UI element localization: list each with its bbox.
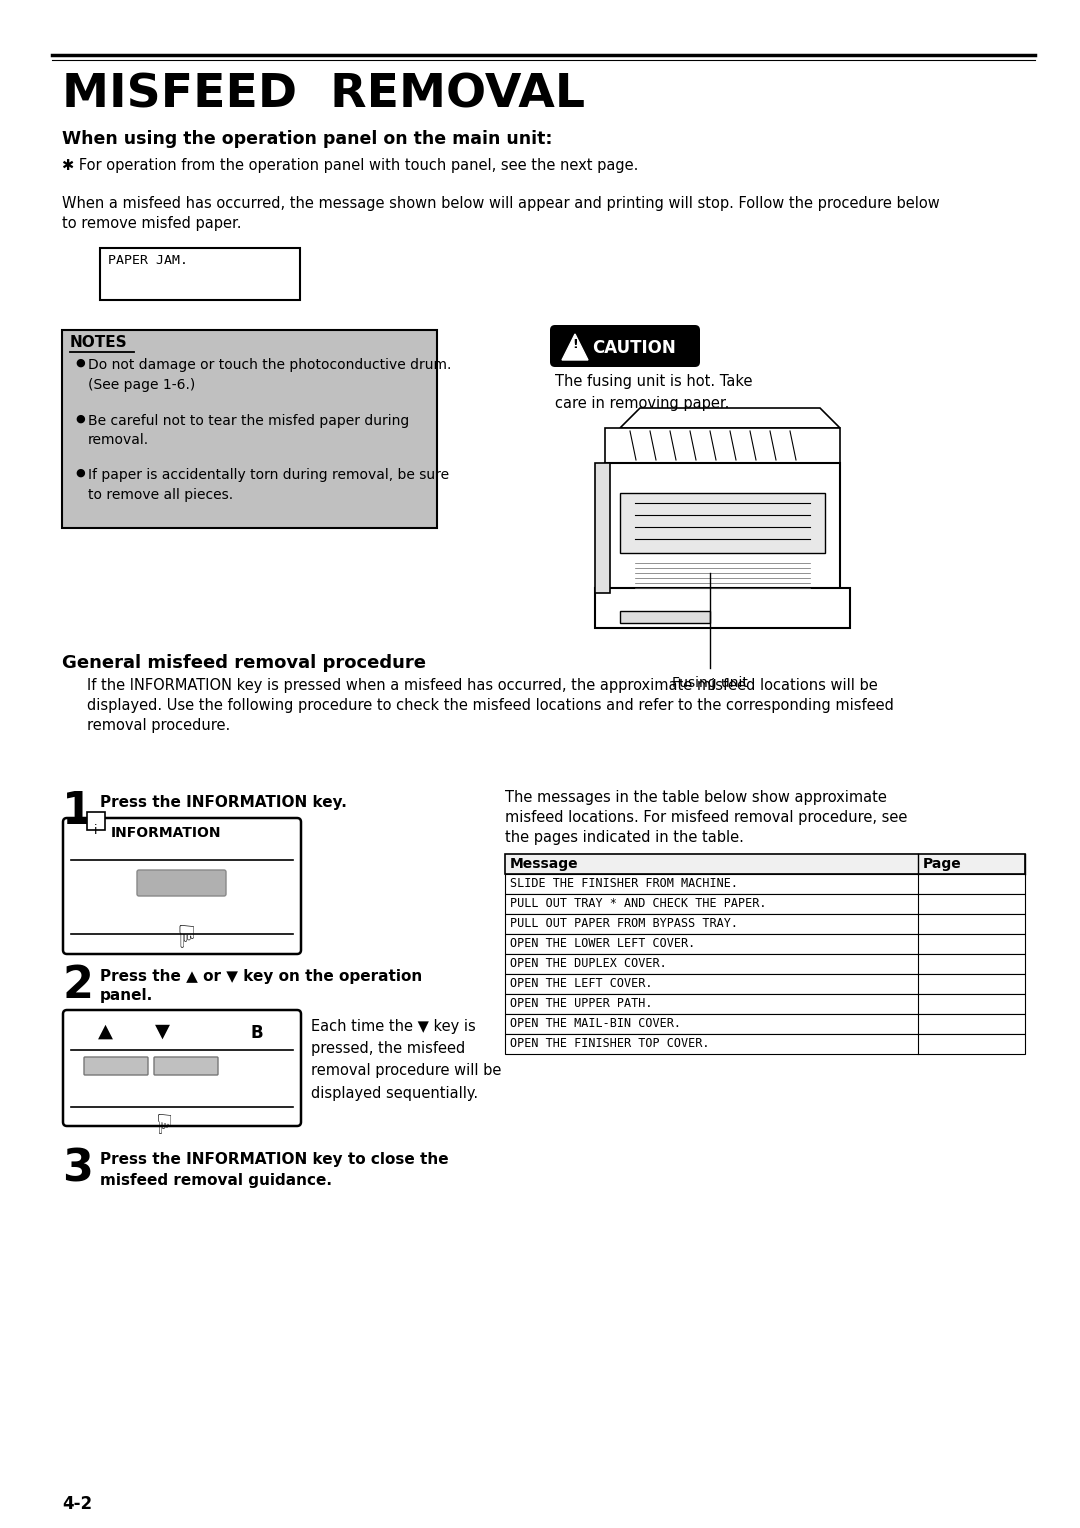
Text: displayed. Use the following procedure to check the misfeed locations and refer : displayed. Use the following procedure t… [87,698,894,714]
Text: OPEN THE FINISHER TOP COVER.: OPEN THE FINISHER TOP COVER. [510,1038,710,1050]
Text: OPEN THE DUPLEX COVER.: OPEN THE DUPLEX COVER. [510,957,666,970]
Text: NOTES: NOTES [70,335,127,350]
Text: Message: Message [510,857,579,871]
Bar [100,248,300,299]
Bar [620,494,825,553]
Bar [505,894,1025,914]
Text: ☝: ☝ [153,1106,171,1134]
FancyBboxPatch shape [63,1010,301,1126]
Text: Do not damage or touch the photoconductive drum.
(See page 1-6.): Do not damage or touch the photoconducti… [87,358,451,391]
Text: !: ! [572,338,578,351]
Text: Press the INFORMATION key.: Press the INFORMATION key. [100,795,347,810]
Text: Each time the ▼ key is
pressed, the misfeed
removal procedure will be
displayed : Each time the ▼ key is pressed, the misf… [311,1019,501,1100]
Text: ●: ● [75,414,84,423]
Text: The fusing unit is hot. Take
care in removing paper.: The fusing unit is hot. Take care in rem… [555,374,753,411]
Bar [62,330,437,529]
Bar [505,1015,1025,1034]
Text: Press the ▲ or ▼ key on the operation: Press the ▲ or ▼ key on the operation [100,969,422,984]
Bar [505,874,1025,894]
Bar [87,811,105,830]
Bar [595,588,850,628]
Text: PULL OUT PAPER FROM BYPASS TRAY.: PULL OUT PAPER FROM BYPASS TRAY. [510,917,738,931]
Text: 3: 3 [62,1148,93,1190]
Text: 2: 2 [62,964,93,1007]
Text: The messages in the table below show approximate: The messages in the table below show app… [505,790,887,805]
Text: If paper is accidentally torn during removal, be sure
to remove all pieces.: If paper is accidentally torn during rem… [87,468,449,501]
Text: removal procedure.: removal procedure. [87,718,230,733]
Bar [505,934,1025,953]
Text: ▼: ▼ [154,1022,170,1041]
Bar [595,463,610,593]
Text: misfeed locations. For misfeed removal procedure, see: misfeed locations. For misfeed removal p… [505,810,907,825]
Text: OPEN THE MAIL-BIN COVER.: OPEN THE MAIL-BIN COVER. [510,1018,681,1030]
Bar [505,854,1025,874]
Text: ☝: ☝ [173,917,191,946]
Text: B: B [251,1024,264,1042]
Text: Be careful not to tear the misfed paper during
removal.: Be careful not to tear the misfed paper … [87,414,409,448]
Text: When using the operation panel on the main unit:: When using the operation panel on the ma… [62,130,553,148]
FancyBboxPatch shape [63,817,301,953]
Text: OPEN THE UPPER PATH.: OPEN THE UPPER PATH. [510,996,652,1010]
Text: Page: Page [923,857,962,871]
Bar [505,953,1025,973]
FancyBboxPatch shape [550,325,700,367]
Text: OPEN THE LOWER LEFT COVER.: OPEN THE LOWER LEFT COVER. [510,937,696,950]
Text: the pages indicated in the table.: the pages indicated in the table. [505,830,744,845]
Text: CAUTION: CAUTION [592,339,676,358]
Text: SLIDE THE FINISHER FROM MACHINE.: SLIDE THE FINISHER FROM MACHINE. [510,877,738,889]
Text: When a misfeed has occurred, the message shown below will appear and printing wi: When a misfeed has occurred, the message… [62,196,940,211]
FancyBboxPatch shape [137,869,226,895]
Text: General misfeed removal procedure: General misfeed removal procedure [62,654,426,672]
Polygon shape [562,335,588,361]
Text: OPEN THE LEFT COVER.: OPEN THE LEFT COVER. [510,976,652,990]
Text: to remove misfed paper.: to remove misfed paper. [62,215,242,231]
Text: ✱ For operation from the operation panel with touch panel, see the next page.: ✱ For operation from the operation panel… [62,157,638,173]
Text: ●: ● [75,358,84,368]
Text: 4-2: 4-2 [62,1494,92,1513]
Text: MISFEED  REMOVAL: MISFEED REMOVAL [62,72,585,118]
Text: i: i [94,824,98,837]
Text: ▲: ▲ [97,1022,112,1041]
Bar [505,914,1025,934]
FancyBboxPatch shape [84,1057,148,1076]
Text: Fusing unit: Fusing unit [672,675,748,691]
Bar [505,973,1025,995]
FancyBboxPatch shape [154,1057,218,1076]
Bar [505,995,1025,1015]
Text: If the INFORMATION key is pressed when a misfeed has occurred, the approximate m: If the INFORMATION key is pressed when a… [87,678,878,694]
Text: INFORMATION: INFORMATION [111,827,221,840]
Text: ●: ● [75,468,84,478]
Text: PAPER JAM.: PAPER JAM. [108,254,188,267]
Text: Press the INFORMATION key to close the
misfeed removal guidance.: Press the INFORMATION key to close the m… [100,1152,448,1187]
Bar [605,428,840,463]
Polygon shape [620,408,840,428]
Text: 1: 1 [62,790,93,833]
Bar [505,1034,1025,1054]
Bar [605,463,840,593]
Text: panel.: panel. [100,989,153,1002]
Bar [620,611,710,623]
Text: PULL OUT TRAY * AND CHECK THE PAPER.: PULL OUT TRAY * AND CHECK THE PAPER. [510,897,767,911]
